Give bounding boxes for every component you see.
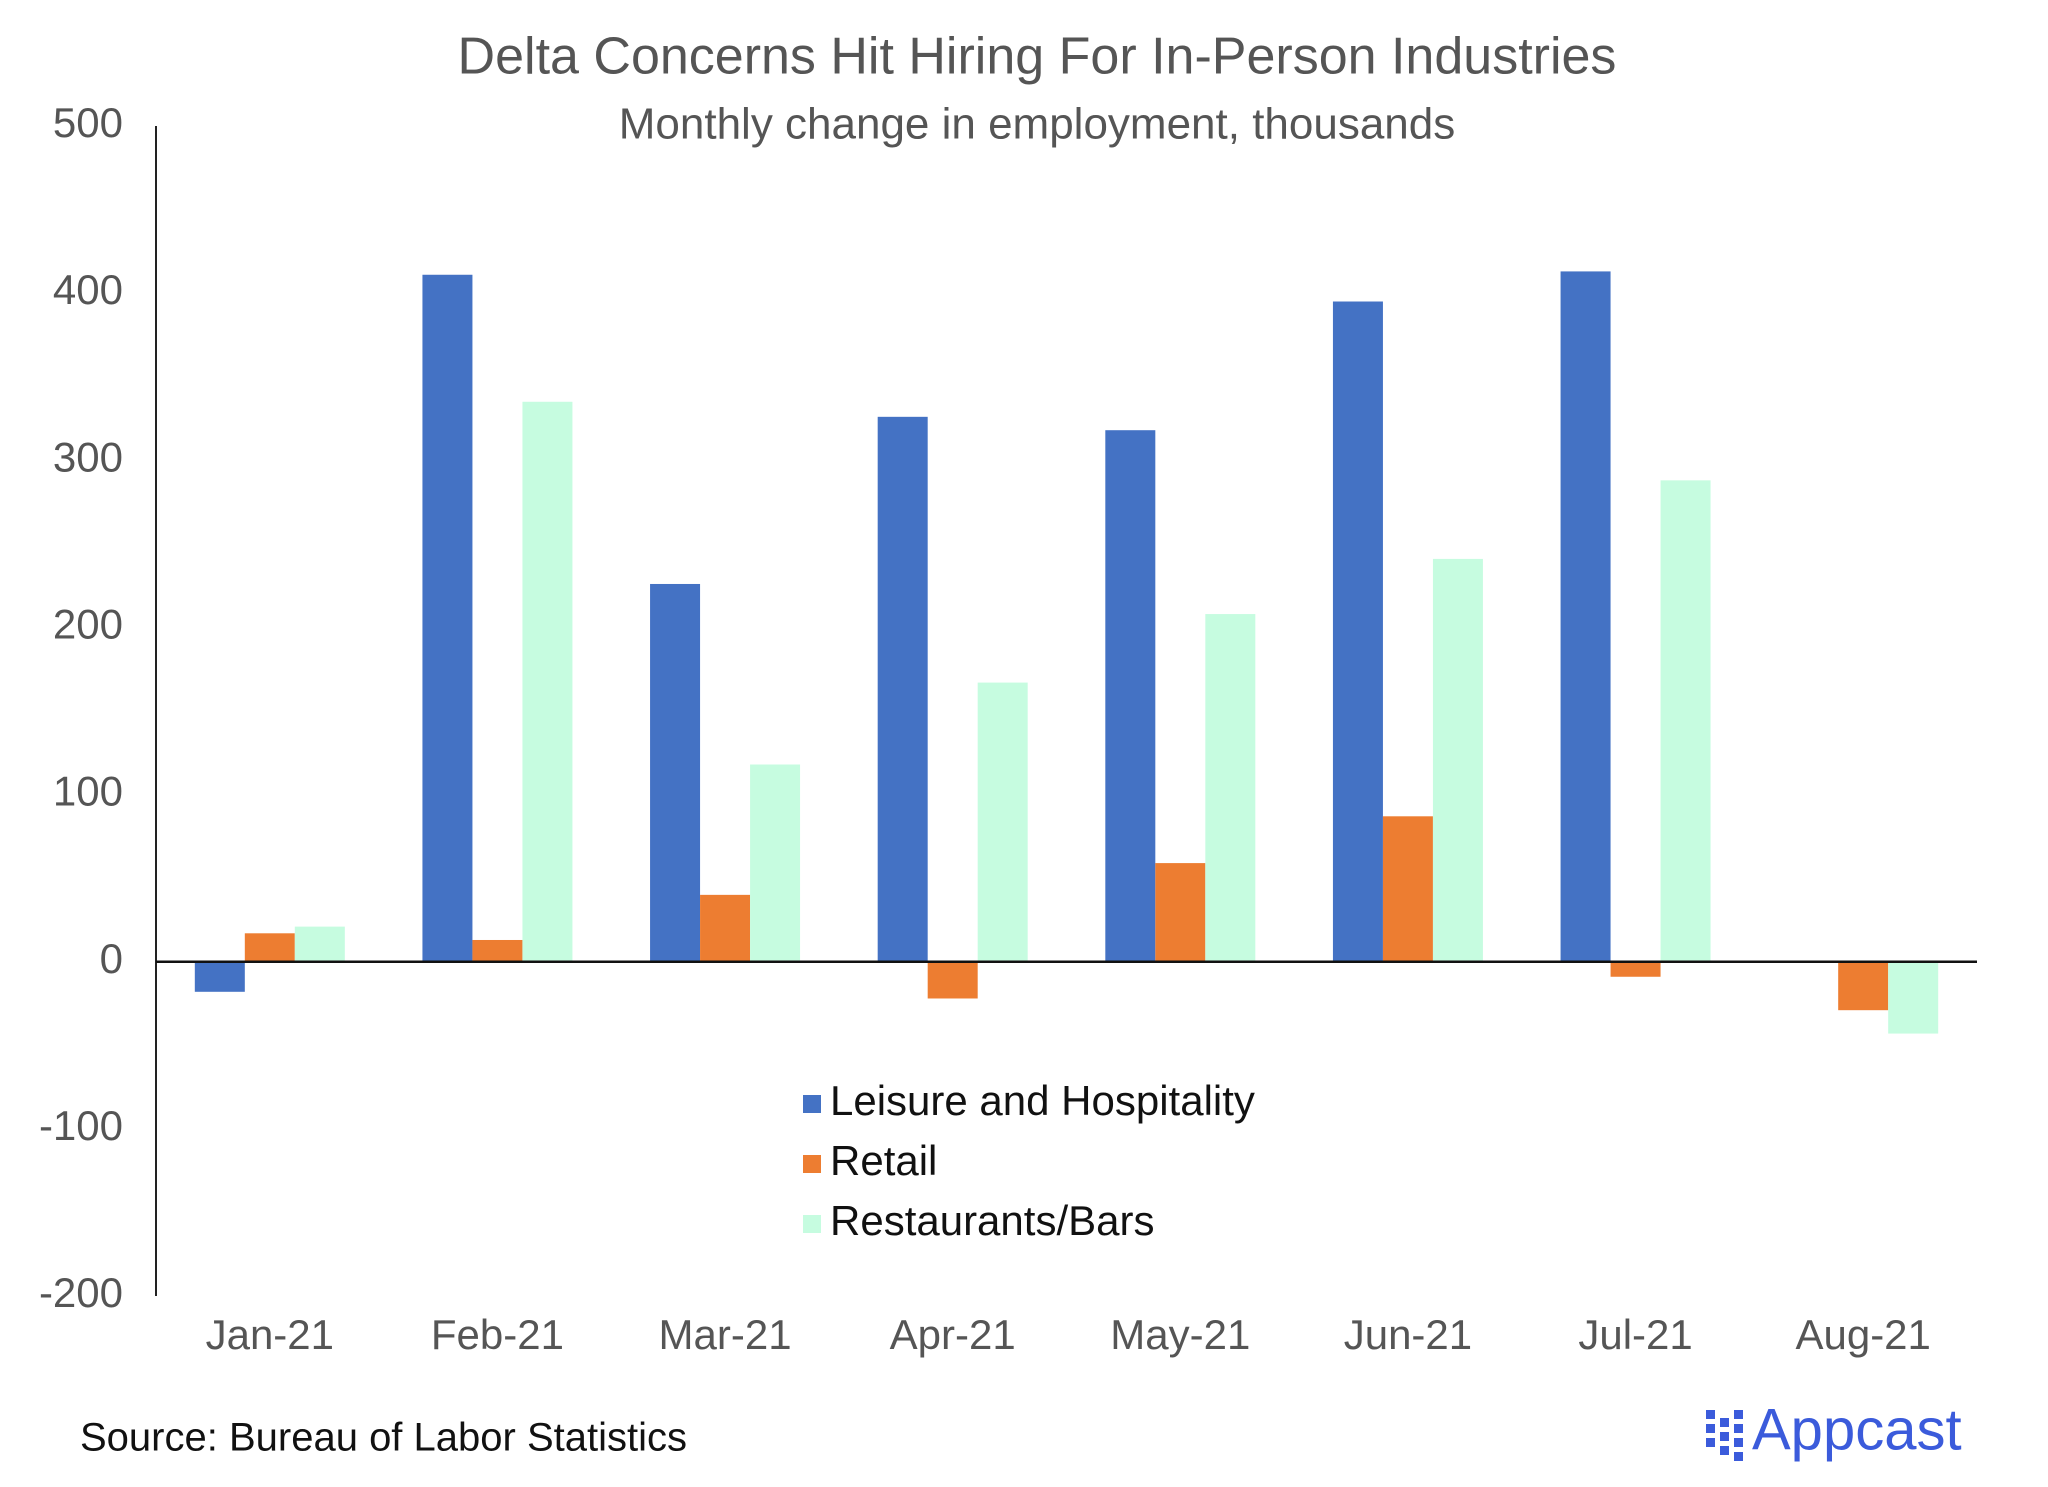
bar <box>294 926 345 962</box>
bar <box>1660 480 1711 962</box>
bar <box>1560 271 1611 962</box>
legend-swatch <box>803 1215 821 1233</box>
bar <box>700 894 751 962</box>
bar <box>522 401 573 962</box>
bar <box>1382 816 1433 962</box>
y-tick-label: 300 <box>53 433 123 480</box>
y-tick-label: 100 <box>53 768 123 815</box>
chart-title: Delta Concerns Hit Hiring For In-Person … <box>458 28 1617 86</box>
bar <box>927 961 978 999</box>
x-tick-label: Jul-21 <box>1578 1311 1692 1358</box>
legend-label: Retail <box>830 1137 937 1184</box>
bar <box>1838 961 1889 1011</box>
source: Source: Bureau of Labor Statistics <box>80 1416 687 1460</box>
x-tick-label: Jun-21 <box>1344 1311 1472 1358</box>
x-tick-label: Aug-21 <box>1795 1311 1930 1358</box>
legend-swatch <box>803 1095 821 1113</box>
bar <box>977 682 1028 962</box>
bar <box>194 961 245 992</box>
x-tick-label: Jan-21 <box>206 1311 334 1358</box>
bar <box>1105 430 1156 962</box>
logo: Appcast <box>1752 1397 1962 1462</box>
chart-subtitle: Monthly change in employment, thousands <box>619 100 1456 149</box>
legend-label: Restaurants/Bars <box>830 1197 1154 1244</box>
y-tick-label: 200 <box>53 601 123 648</box>
bar <box>1155 863 1206 962</box>
bar <box>650 583 701 962</box>
bar <box>1888 961 1939 1034</box>
x-tick-label: Feb-21 <box>431 1311 564 1358</box>
y-tick-label: -200 <box>39 1269 123 1316</box>
legend-label: Leisure and Hospitality <box>830 1077 1255 1124</box>
bar <box>1332 301 1383 962</box>
logo-mark <box>1706 1410 1743 1461</box>
y-tick-label: 0 <box>100 935 123 982</box>
bar <box>1610 961 1661 977</box>
x-tick-label: May-21 <box>1110 1311 1250 1358</box>
x-tick-label: Apr-21 <box>890 1311 1016 1358</box>
bar <box>750 764 801 962</box>
bar <box>472 939 523 962</box>
bar <box>244 933 295 962</box>
bar <box>1432 558 1483 962</box>
legend-swatch <box>803 1155 821 1173</box>
y-tick-label: 500 <box>53 99 123 146</box>
bar <box>422 274 473 962</box>
y-tick-label: 400 <box>53 266 123 313</box>
bar <box>877 416 928 962</box>
y-tick-label: -100 <box>39 1102 123 1149</box>
bar <box>1205 614 1256 962</box>
x-tick-label: Mar-21 <box>659 1311 792 1358</box>
